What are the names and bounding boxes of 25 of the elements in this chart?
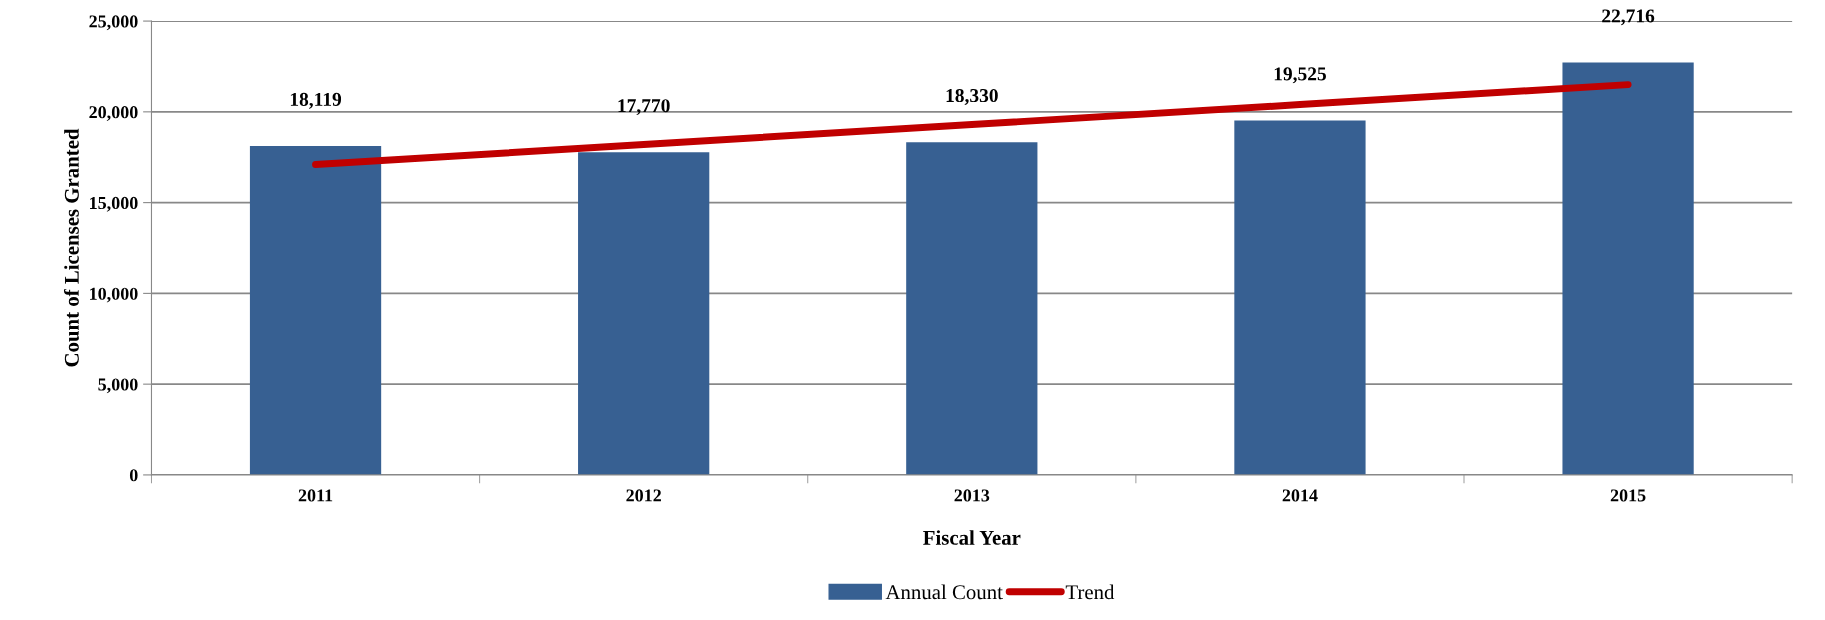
bar bbox=[578, 152, 710, 475]
legend-label: Annual Count bbox=[885, 584, 1003, 600]
bar bbox=[1562, 62, 1694, 475]
bar bbox=[1234, 120, 1366, 475]
bar bbox=[906, 142, 1038, 475]
y-tick-label: 25,000 bbox=[89, 15, 138, 31]
legend-label: Trend bbox=[1065, 584, 1115, 600]
x-tick-label: 2015 bbox=[1610, 489, 1646, 502]
data-label: 22,716 bbox=[1602, 9, 1655, 26]
y-tick-label: 20,000 bbox=[89, 106, 138, 121]
data-label: 17,770 bbox=[618, 99, 670, 116]
data-label: 18,330 bbox=[946, 88, 998, 105]
y-tick-label: 10,000 bbox=[90, 287, 138, 303]
y-axis-title: Count of Licenses Granted bbox=[63, 128, 79, 367]
x-axis-title: Fiscal Year bbox=[923, 530, 1021, 545]
x-tick-label: 2011 bbox=[298, 489, 333, 502]
x-tick-label: 2012 bbox=[626, 489, 661, 502]
y-tick-label: 0 bbox=[129, 469, 138, 482]
y-tick-label: 15,000 bbox=[90, 196, 138, 212]
data-label: 18,119 bbox=[290, 92, 342, 109]
x-tick-label: 2013 bbox=[954, 489, 990, 502]
bar bbox=[249, 145, 382, 475]
data-label: 19,525 bbox=[1274, 67, 1326, 84]
y-tick-label: 5,000 bbox=[98, 378, 138, 394]
x-tick-label: 2014 bbox=[1282, 489, 1318, 502]
